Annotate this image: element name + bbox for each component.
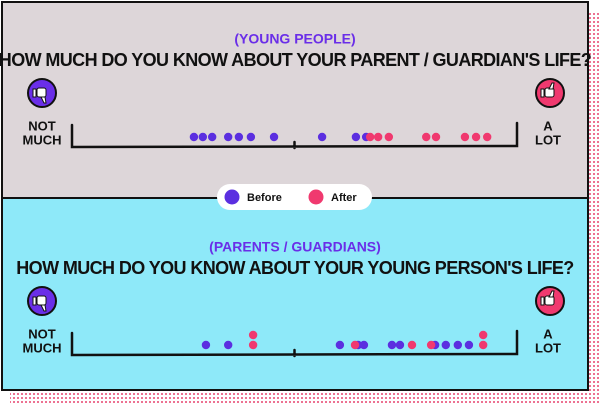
icon-cuff (32, 296, 37, 306)
question-title: HOW MUCH DO YOU KNOW ABOUT YOUR PARENT /… (0, 50, 591, 70)
dot (248, 330, 258, 340)
high-label: LOT (535, 132, 561, 147)
dot (387, 340, 397, 350)
dot (350, 340, 360, 350)
dot (365, 132, 375, 142)
dot (426, 340, 436, 350)
dot (248, 340, 258, 350)
scale-axis (70, 329, 519, 358)
scale-axis (70, 121, 519, 150)
dot (189, 132, 199, 142)
low-label: NOT (28, 118, 56, 133)
icon-thumb (40, 96, 47, 104)
dot (471, 132, 481, 142)
dot (482, 132, 492, 142)
dot (395, 340, 405, 350)
icon-hand (36, 87, 47, 98)
dot (351, 132, 361, 142)
dot (422, 132, 431, 142)
icon-thumb (548, 290, 555, 298)
low-label: MUCH (23, 132, 62, 147)
low-label: NOT (28, 326, 56, 341)
icon-thumb (40, 304, 47, 312)
icon-thumb (548, 82, 555, 90)
icon-cuff (540, 296, 545, 306)
icon-cuff (32, 88, 37, 98)
high-label: A (543, 118, 553, 133)
dot (317, 132, 327, 142)
dot (269, 132, 279, 142)
dot (198, 132, 208, 142)
dot (234, 132, 244, 142)
legend: Before After (217, 184, 372, 210)
dot (335, 340, 345, 350)
dot (478, 340, 488, 350)
dot (201, 340, 211, 350)
dot (464, 340, 474, 350)
legend-swatch (308, 189, 324, 205)
thumbs-down-icon (27, 78, 57, 108)
dot (407, 340, 417, 350)
legend-label: After (331, 192, 357, 204)
question-title: HOW MUCH DO YOU KNOW ABOUT YOUR YOUNG PE… (16, 258, 573, 278)
thumbs-up-icon (535, 78, 565, 108)
thumbs-down-icon (27, 286, 57, 316)
kicker: (YOUNG PEOPLE) (234, 31, 355, 47)
kicker: (PARENTS / GUARDIANS) (209, 239, 381, 255)
dot (223, 132, 233, 142)
high-label: LOT (535, 340, 561, 355)
dot (373, 132, 383, 142)
low-label: MUCH (23, 340, 62, 355)
dot (460, 132, 470, 142)
thumbs-up-icon (535, 286, 565, 316)
legend-swatch (224, 189, 240, 205)
dot (359, 340, 369, 350)
dot (441, 340, 450, 350)
dot (453, 340, 463, 350)
dot (246, 132, 256, 142)
legend-box (217, 184, 372, 210)
top-panel (1, 1, 589, 199)
bottom-panel (1, 197, 589, 391)
dot (384, 132, 394, 142)
icon-cuff (540, 88, 545, 98)
icon-hand (36, 295, 47, 306)
dot (431, 132, 441, 142)
dot (223, 340, 233, 350)
dot (478, 330, 488, 340)
dot (207, 132, 217, 142)
high-label: A (543, 326, 553, 341)
legend-label: Before (247, 192, 282, 204)
